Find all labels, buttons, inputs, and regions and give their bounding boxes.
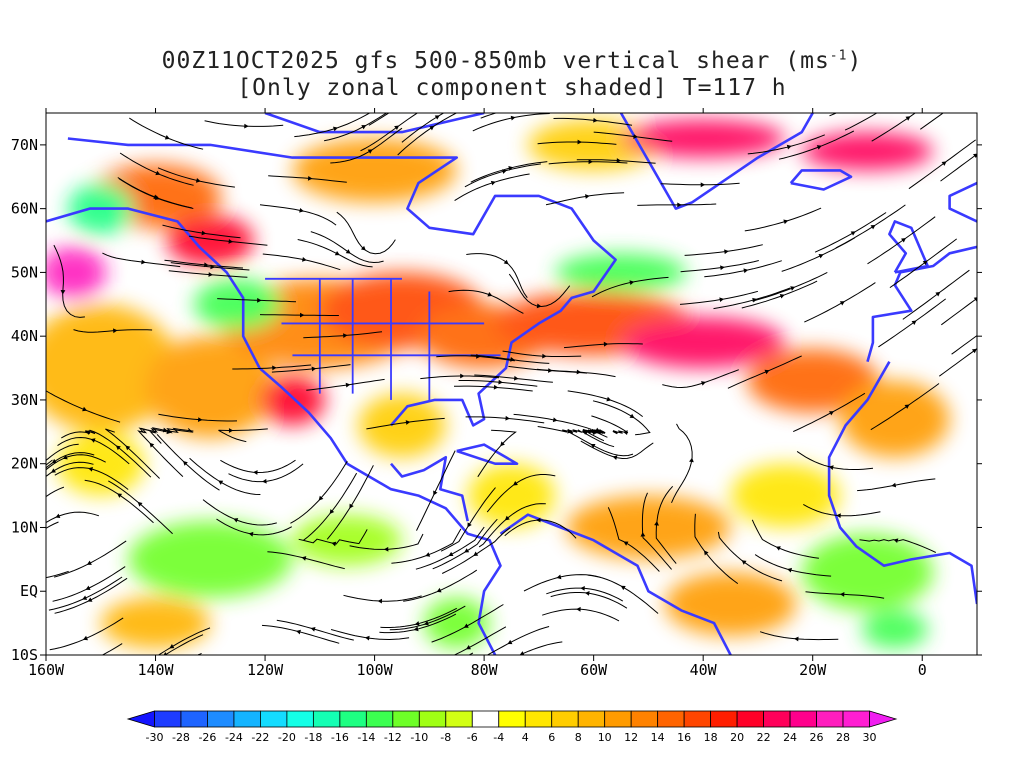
lat-tick-label: 70N [11, 136, 38, 154]
colorbar-label: -28 [172, 731, 190, 744]
colorbar-label: -10 [410, 731, 428, 744]
colorbar-swatch [604, 710, 632, 728]
colorbar-label: -22 [251, 731, 269, 744]
colorbar-swatch [312, 710, 341, 728]
lat-tick-label: 30N [11, 391, 38, 409]
colorbar-label: -18 [304, 731, 322, 744]
lon-tick-label: 20W [799, 661, 827, 679]
colorbar-swatch [710, 710, 738, 728]
coastlines [46, 113, 977, 655]
lat-tick-label: 20N [11, 455, 38, 473]
lon-tick-label: 60W [580, 661, 608, 679]
colorbar-label: -14 [357, 731, 375, 744]
colorbar-label: 26 [810, 731, 824, 744]
colorbar-label: 8 [575, 731, 582, 744]
colorbar-swatch [392, 710, 420, 728]
lat-tick-label: 10S [11, 646, 38, 664]
colorbar-label: 6 [548, 731, 555, 744]
title-main: 00Z11OCT2025 gfs 500-850mb vertical shea… [161, 48, 830, 74]
colorbar-swatch [657, 710, 685, 728]
colorbar-label: 30 [863, 731, 877, 744]
lat-tick-label: 10N [11, 518, 38, 536]
axis-ticks: 160W 140W 120W 100W 80W 60W 40W 20W 0 70N 60N 50N 40… [11, 108, 982, 679]
colorbar-swatch [816, 710, 844, 728]
colorbar-swatch [471, 710, 500, 728]
colorbar-label: -4 [493, 731, 504, 744]
lat-tick-label: 40N [11, 327, 38, 345]
colorbar-swatch [286, 710, 314, 728]
lat-tick-label: 50N [11, 263, 38, 281]
colorbar-label: 20 [730, 731, 744, 744]
lon-tick-label: 40W [690, 661, 718, 679]
lon-tick-label: 140W [137, 661, 174, 679]
colorbar-label: -20 [278, 731, 296, 744]
colorbar-swatch [207, 710, 235, 728]
colorbar-label: -8 [440, 731, 451, 744]
colorbar-label: 14 [651, 731, 665, 744]
colorbar-swatch [630, 710, 659, 728]
lat-tick-label: 60N [11, 200, 38, 218]
colorbar-label: 22 [757, 731, 771, 744]
colorbar-swatch [683, 710, 712, 728]
colorbar-swatch [842, 710, 870, 728]
colorbar-swatch [789, 710, 817, 728]
lon-tick-label: 160W [28, 661, 65, 679]
colorbar-swatch [126, 710, 155, 728]
colorbar-swatch [524, 710, 553, 728]
colorbar-label: 10 [598, 731, 612, 744]
colorbar-swatch [498, 710, 526, 728]
plot-frame [45, 112, 978, 656]
colorbar-label: -26 [198, 731, 216, 744]
colorbar-swatch [736, 710, 764, 728]
colorbar-swatch [763, 710, 791, 728]
colorbar-label: 24 [783, 731, 797, 744]
colorbar-swatch [260, 710, 288, 728]
lat-tick-label: EQ [20, 582, 38, 600]
colorbar-swatch [445, 710, 473, 728]
lon-tick-label: 100W [357, 661, 394, 679]
colorbar-label: -16 [331, 731, 349, 744]
colorbar-label: 16 [677, 731, 691, 744]
colorbar: -30 -28 -26 -24 -22 -20 -18 -16 -14 -12 -10 -8 -6 -4 4… [126, 710, 898, 744]
colorbar-swatch [551, 710, 579, 728]
colorbar-swatch [339, 710, 367, 728]
map-title-line2: [Only zonal component shaded] T=117 h [237, 75, 787, 101]
colorbar-swatch [233, 710, 261, 728]
lon-tick-label: 120W [247, 661, 284, 679]
lon-tick-label: 0 [918, 661, 927, 679]
colorbar-label: 18 [704, 731, 718, 744]
colorbar-swatch [365, 710, 394, 728]
colorbar-label: 12 [624, 731, 638, 744]
colorbar-swatch [577, 710, 606, 728]
colorbar-label: -24 [225, 731, 243, 744]
title-end: ) [847, 48, 863, 74]
colorbar-swatch [869, 710, 898, 728]
streamlines [46, 113, 977, 655]
colorbar-swatch [180, 710, 208, 728]
colorbar-swatch [418, 710, 447, 728]
colorbar-label: -30 [145, 731, 163, 744]
colorbar-swatch [154, 710, 182, 728]
colorbar-label: 4 [522, 731, 529, 744]
title-superscript: -1 [829, 48, 848, 64]
colorbar-label: -12 [384, 731, 402, 744]
colorbar-label: 28 [836, 731, 850, 744]
map-title-line1: 00Z11OCT2025 gfs 500-850mb vertical shea… [0, 48, 1024, 74]
lon-tick-label: 80W [471, 661, 499, 679]
colorbar-label: -6 [467, 731, 478, 744]
